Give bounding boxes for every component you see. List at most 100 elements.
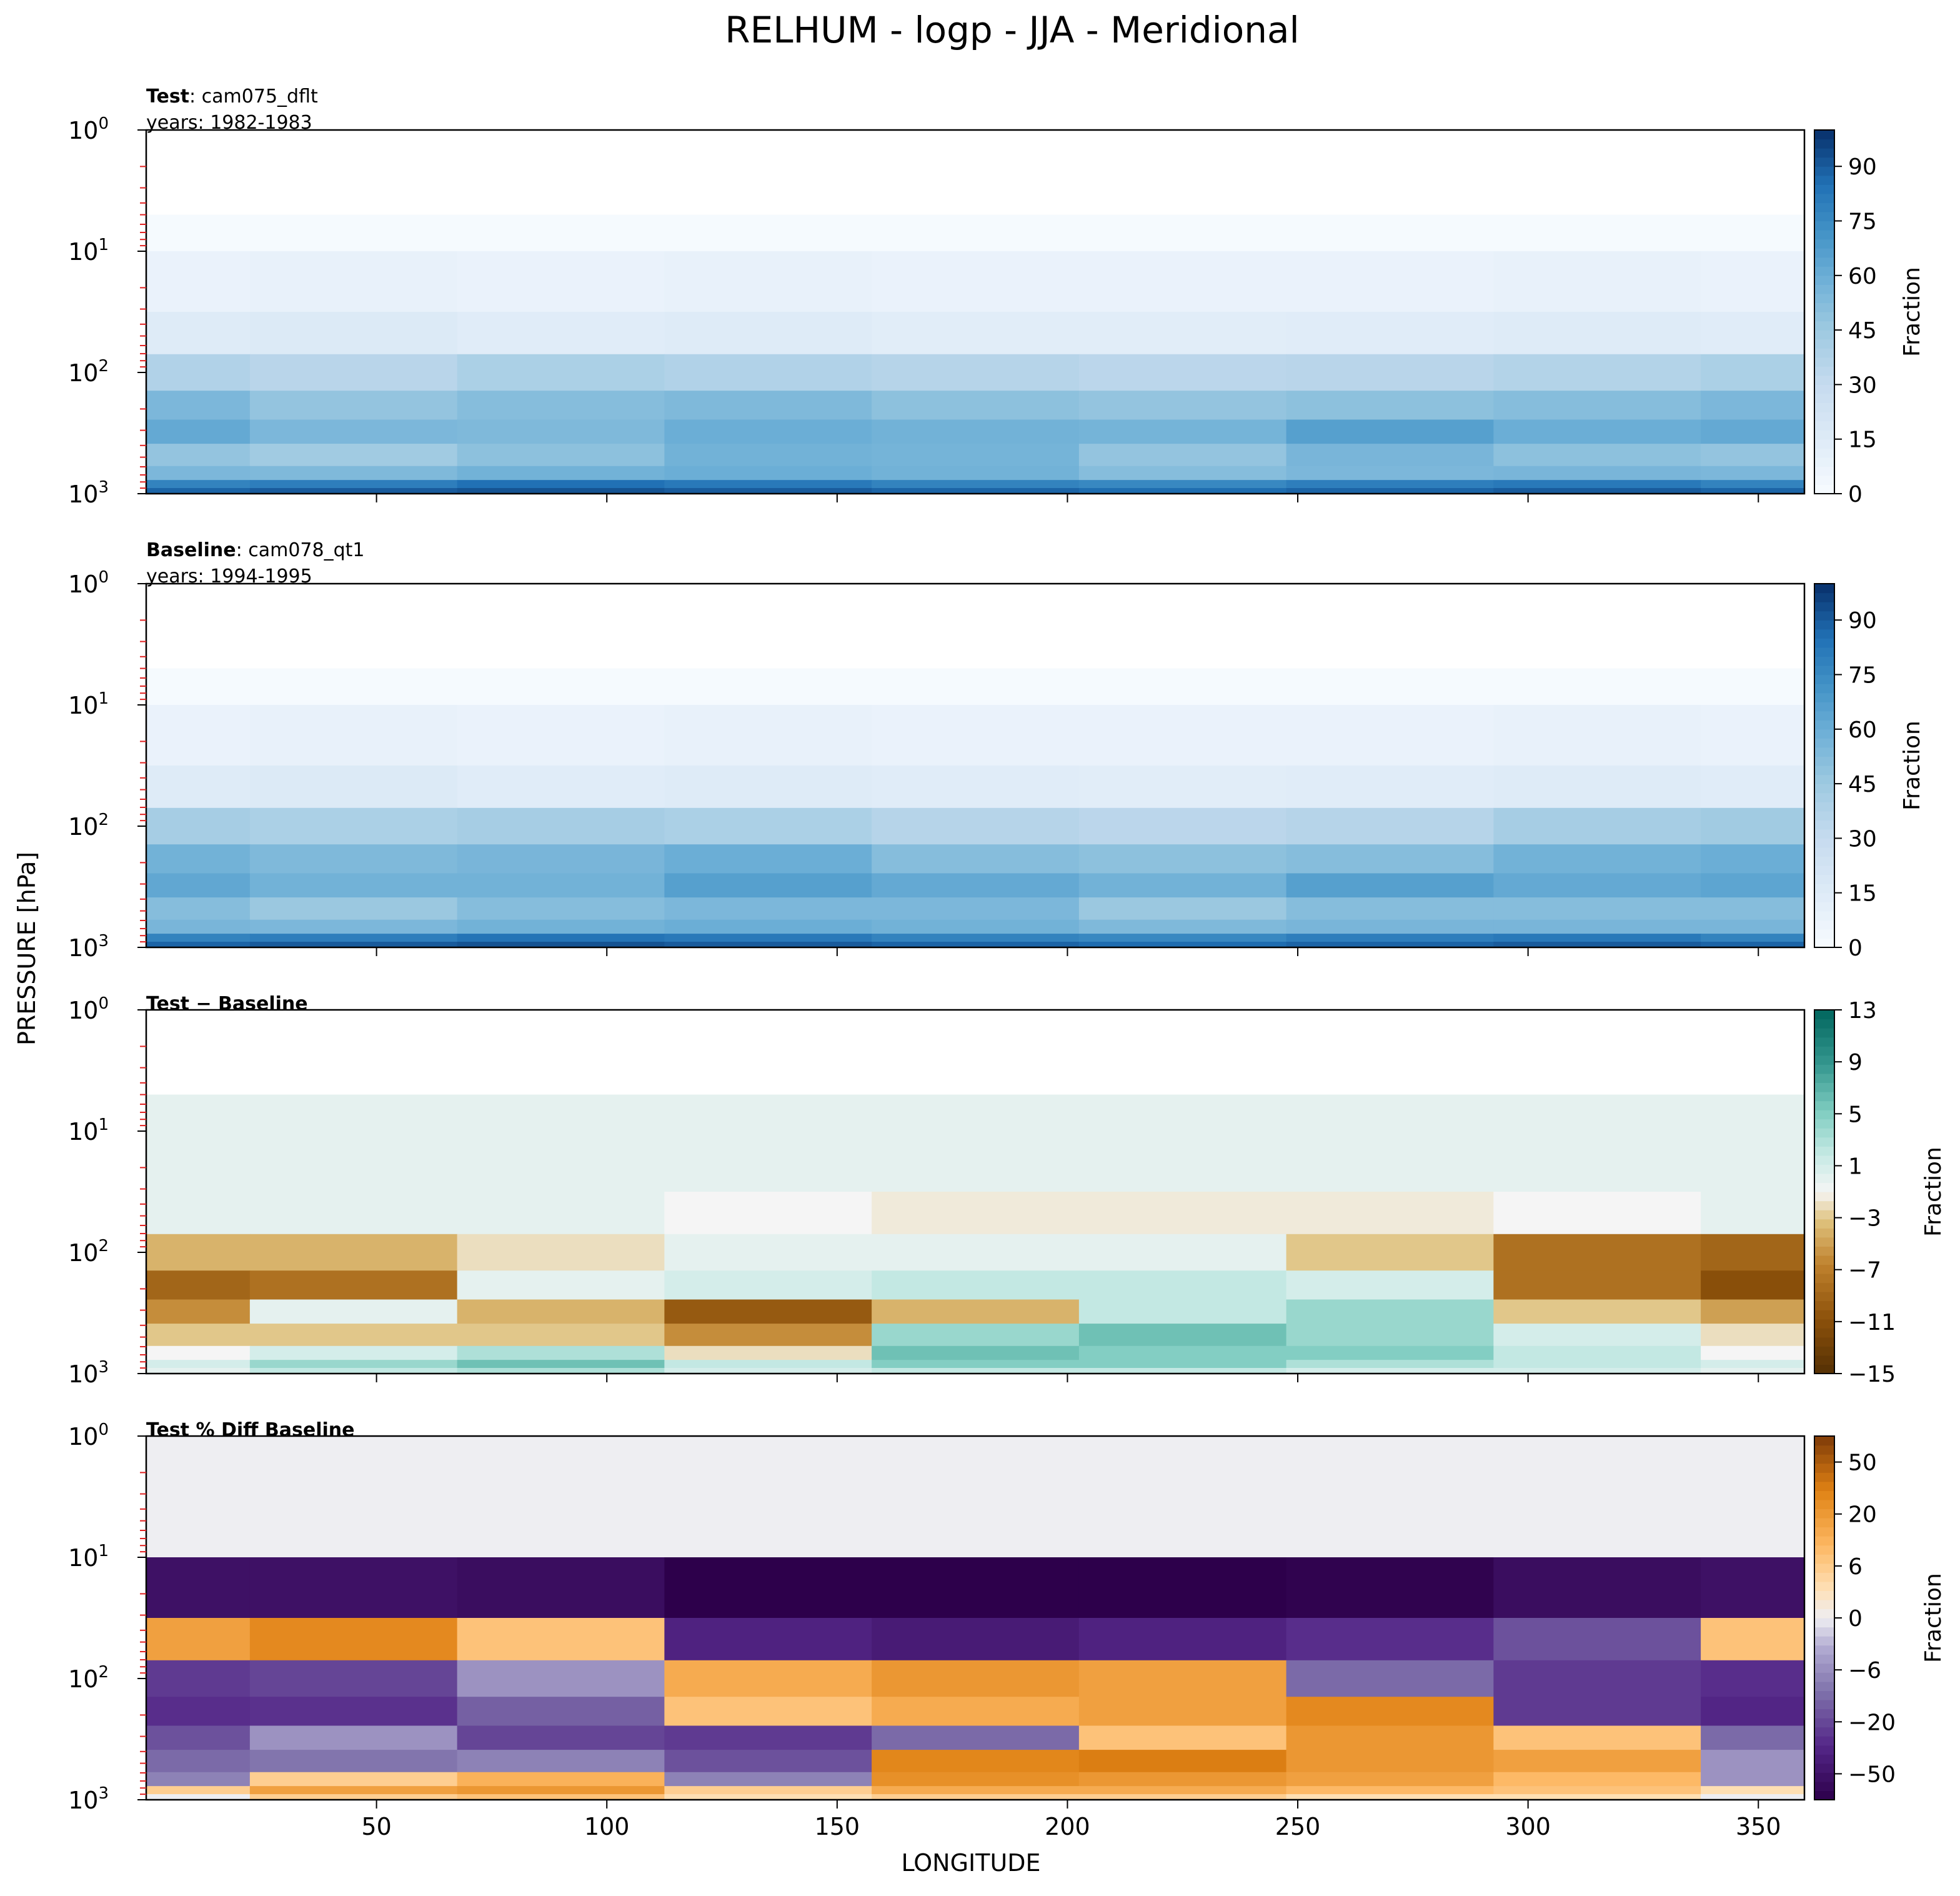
heatmap-cell — [1701, 487, 1804, 494]
heatmap-cell — [1286, 1618, 1494, 1661]
colorbar-segment — [1814, 711, 1834, 721]
colorbar-segment — [1814, 1292, 1834, 1302]
heatmap-cell — [1493, 1557, 1701, 1619]
colorbar-segment — [1814, 820, 1834, 830]
heatmap-cell — [146, 897, 251, 921]
plot-frame — [145, 1009, 1806, 1375]
colorbar-tick-label: −20 — [1848, 1710, 1896, 1735]
colorbar: 0 15 30 45 60 75 90 Fraction — [1814, 129, 1925, 507]
colorbar-tick-label: −7 — [1848, 1258, 1881, 1284]
heatmap-cell — [146, 354, 251, 391]
heatmap-cell — [1286, 1234, 1494, 1271]
heatmap-cell — [1078, 1786, 1287, 1795]
heatmap-cell — [1493, 312, 1701, 355]
colorbar-segment — [1814, 1228, 1834, 1238]
colorbar-tick-label: 15 — [1848, 881, 1877, 907]
colorbar-segment — [1814, 1681, 1834, 1691]
colorbar-segment — [1814, 729, 1834, 739]
x-tick-label: 350 — [1736, 1813, 1781, 1840]
heatmap-cell — [664, 1725, 872, 1750]
heatmap-cell — [457, 1094, 665, 1132]
y-tick-label: 101 — [68, 236, 109, 266]
heatmap-cell — [1493, 705, 1701, 766]
heatmap-cell — [1078, 844, 1287, 874]
heatmap-cell — [1701, 705, 1804, 766]
heatmap-cell — [457, 419, 665, 444]
colorbar-segment — [1814, 702, 1834, 712]
heatmap-cell — [1701, 1360, 1804, 1369]
heatmap-cell — [1078, 919, 1287, 934]
heatmap-cell — [1701, 1131, 1804, 1192]
colorbar-tick-label: 30 — [1848, 372, 1877, 398]
colorbar-segment — [1814, 448, 1834, 458]
y-tick-label: 102 — [68, 811, 109, 841]
shared-y-axis-label: PRESSURE [hPa] — [13, 852, 41, 1045]
heatmap-cell — [872, 934, 1080, 942]
colorbar-segment — [1814, 1690, 1834, 1700]
colorbar-segment — [1814, 1454, 1834, 1464]
heatmap-cell — [457, 844, 665, 874]
heatmap-cell — [457, 480, 665, 489]
heatmap-cell — [872, 1786, 1080, 1795]
heatmap-cell — [664, 354, 872, 391]
colorbar-tick-label: −15 — [1848, 1362, 1896, 1387]
colorbar-segment — [1814, 1319, 1834, 1329]
heatmap-cell — [1078, 705, 1287, 766]
heatmap-cell — [1493, 1697, 1701, 1727]
heatmap-cell — [1701, 844, 1804, 874]
colorbar-segment — [1814, 1781, 1834, 1792]
heatmap-cell — [1286, 1750, 1494, 1773]
colorbar-segment — [1814, 1237, 1834, 1247]
heatmap-cell — [1701, 941, 1804, 947]
heatmap-cell — [1078, 1234, 1287, 1271]
heatmap-cell — [1078, 1697, 1287, 1727]
colorbar-segment — [1814, 202, 1834, 212]
colorbar-segment — [1814, 1146, 1834, 1156]
heatmap-cell — [249, 419, 458, 444]
heatmap-cell — [1493, 466, 1701, 481]
heatmap-cell — [249, 941, 458, 947]
heatmap-cell — [1078, 1557, 1287, 1619]
heatmap-cell — [1701, 312, 1804, 355]
y-tick-label: 100 — [68, 994, 109, 1024]
heatmap-cell — [457, 1299, 665, 1324]
heatmap-cell — [1493, 1234, 1701, 1271]
colorbar-tick-label: 0 — [1848, 936, 1863, 961]
heatmap-cell — [249, 444, 458, 467]
heatmap-cell — [1286, 1131, 1494, 1192]
heatmap-cell — [1078, 1750, 1287, 1773]
colorbar-tick-label: 45 — [1848, 318, 1877, 344]
colorbar-segment — [1814, 1472, 1834, 1482]
heatmap-cell — [1701, 668, 1804, 706]
heatmap-cell — [457, 873, 665, 898]
colorbar-segment — [1814, 874, 1834, 884]
heatmap-cell — [146, 466, 251, 481]
heatmap-cell — [1493, 1270, 1701, 1300]
heatmap-cell — [146, 1234, 251, 1271]
colorbar-segment — [1814, 1192, 1834, 1202]
heatmap-cell — [457, 668, 665, 706]
heatmap-cell — [1493, 897, 1701, 921]
heatmap-cell — [146, 1697, 251, 1727]
heatmap-cell — [1078, 873, 1287, 898]
colorbar-segment — [1814, 1563, 1834, 1573]
colorbar-segment — [1814, 175, 1834, 185]
colorbar-tick-label: 6 — [1848, 1554, 1863, 1580]
colorbar-segment — [1814, 1772, 1834, 1782]
colorbar-label: Fraction — [1921, 1573, 1946, 1663]
heatmap-cell — [1078, 1192, 1287, 1235]
heatmap-cell — [664, 1697, 872, 1727]
heatmap-cell — [1078, 444, 1287, 467]
heatmap-cell — [664, 1786, 872, 1795]
x-tick-label: 300 — [1505, 1813, 1551, 1840]
heatmap-cell — [146, 705, 251, 766]
heatmap-cell — [146, 487, 251, 494]
panel-title: Baseline: cam078_qt1 — [146, 539, 365, 561]
heatmap-cell — [249, 1131, 458, 1192]
colorbar-segment — [1814, 330, 1834, 340]
heatmap-cell — [249, 480, 458, 489]
colorbar-tick-label: 30 — [1848, 826, 1877, 852]
heatmap-cell — [249, 668, 458, 706]
colorbar-tick-label: 60 — [1848, 717, 1877, 743]
